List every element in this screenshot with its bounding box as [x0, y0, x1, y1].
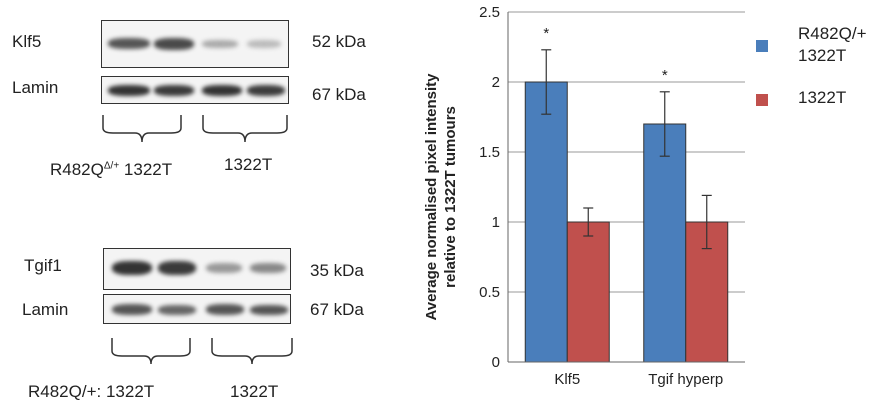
bottom-group1-label: R482Q/+: 1322T [28, 382, 155, 401]
klf5-size-label: 52 kDa [312, 32, 366, 51]
tgif1-blot-image [103, 248, 291, 290]
bottom-group2-label: 1322T [230, 382, 279, 401]
y-axis-title-line1: Average normalised pixel intensity [423, 73, 440, 321]
legend-swatch-series1 [756, 40, 768, 52]
bar [566, 221, 610, 363]
bar [643, 123, 687, 363]
legend: R482Q/+ 1322T 1322T [748, 22, 888, 132]
klf5-row-label: Klf5 [12, 32, 42, 51]
lamin-bottom-blot-image [103, 294, 291, 324]
lamin-top-size-label: 67 kDa [312, 85, 366, 104]
top-group2-label: 1322T [224, 155, 273, 174]
legend-label-series1-line2: 1322T [798, 46, 847, 65]
x-tick-label: Tgif hyperp [648, 371, 723, 388]
x-tick-label: Klf5 [554, 371, 580, 388]
top-group1-label: R482QΔ/+ 1322T [50, 160, 173, 179]
bar [524, 81, 568, 363]
tgif1-size-label: 35 kDa [310, 261, 364, 280]
y-tick-label: 1.5 [479, 144, 500, 161]
y-axis-title-line2: relative to 1322T tumours [442, 106, 459, 288]
legend-label-series1-line1: R482Q/+ [798, 24, 867, 43]
y-tick-label: 1 [492, 214, 500, 231]
legend-swatch-series2 [756, 94, 768, 106]
lamin-top-row-label: Lamin [12, 78, 59, 97]
y-tick-label: 2.5 [479, 4, 500, 21]
y-tick-label: 0 [492, 354, 500, 371]
lamin-top-blot-image [101, 76, 289, 104]
y-tick-label: 0.5 [479, 284, 500, 301]
legend-label-series2: 1322T [798, 88, 847, 107]
significance-marker: * [543, 25, 549, 42]
klf5-blot-image [101, 20, 289, 68]
lamin-bottom-row-label: Lamin [22, 300, 69, 319]
significance-marker: * [662, 67, 668, 84]
y-tick-label: 2 [492, 74, 500, 91]
lamin-bottom-size-label: 67 kDa [310, 300, 364, 319]
tgif1-row-label: Tgif1 [24, 256, 62, 275]
